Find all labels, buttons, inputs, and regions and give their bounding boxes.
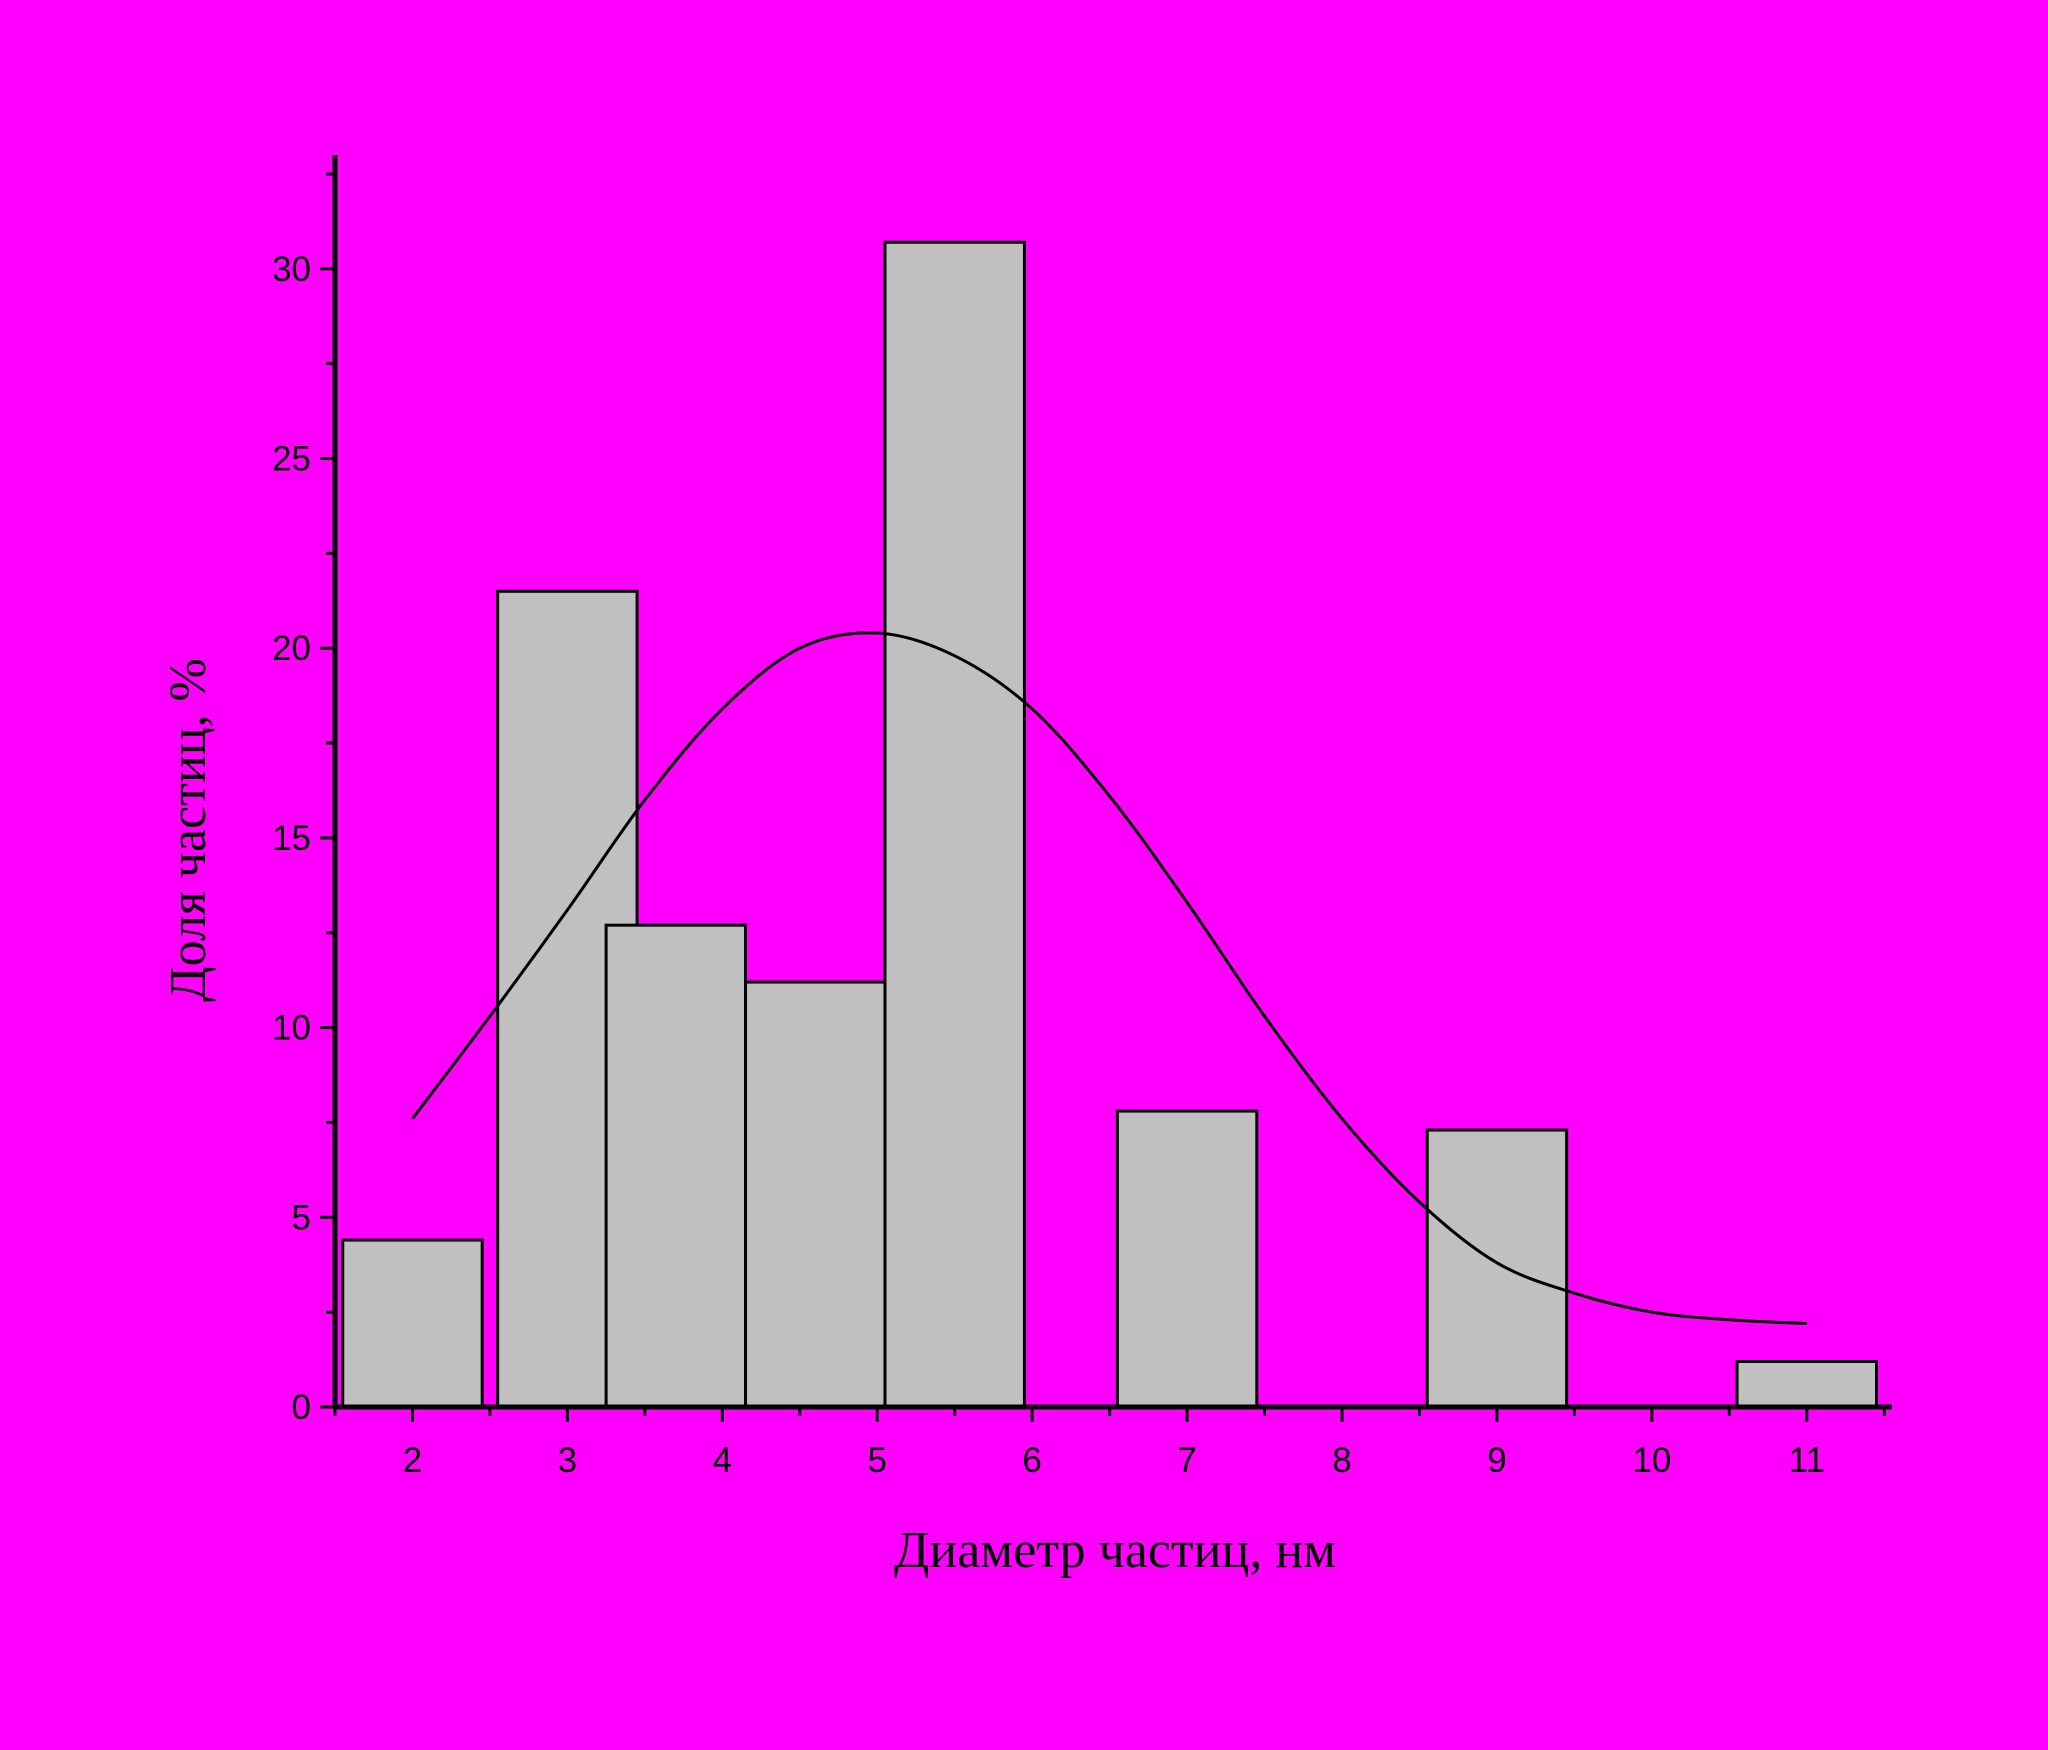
y-tick-label: 25 bbox=[272, 440, 311, 479]
y-tick-label: 15 bbox=[272, 819, 311, 858]
y-tick-label: 5 bbox=[292, 1198, 311, 1237]
x-tick-label: 10 bbox=[1632, 1441, 1671, 1480]
bar-7 bbox=[1425, 1128, 1569, 1409]
x-tick-label: 3 bbox=[558, 1441, 577, 1480]
bar-6 bbox=[1115, 1109, 1259, 1409]
x-tick-label: 7 bbox=[1177, 1441, 1196, 1480]
x-axis-title: Диаметр частиц, нм bbox=[894, 1522, 1336, 1579]
bars-layer bbox=[341, 240, 1879, 1409]
bar-5 bbox=[883, 240, 1026, 1409]
bar-1 bbox=[341, 1238, 484, 1409]
bar-3 bbox=[604, 923, 748, 1409]
y-tick-label: 10 bbox=[272, 1009, 311, 1048]
x-tick-label: 2 bbox=[403, 1441, 422, 1480]
x-tick-label: 4 bbox=[713, 1441, 732, 1480]
axes-layer bbox=[320, 155, 1892, 1422]
bar-8 bbox=[1735, 1359, 1879, 1409]
x-tick-label: 8 bbox=[1332, 1441, 1351, 1480]
labels-layer: 0 5 10 15 20 25 30 2 3 4 5 6 7 8 9 10 11 bbox=[272, 250, 1825, 1480]
y-tick-label: 20 bbox=[272, 629, 311, 668]
y-axis-title: Доля частиц, % bbox=[160, 658, 217, 1002]
fit-curve bbox=[411, 631, 1807, 1326]
x-tick-label: 5 bbox=[868, 1441, 887, 1480]
x-tick-label: 11 bbox=[1789, 1441, 1825, 1480]
y-tick-label: 30 bbox=[272, 250, 311, 289]
bar-4 bbox=[744, 980, 887, 1409]
x-tick-label: 9 bbox=[1487, 1441, 1506, 1480]
x-tick-label: 6 bbox=[1022, 1441, 1041, 1480]
y-tick-label: 0 bbox=[292, 1388, 311, 1427]
